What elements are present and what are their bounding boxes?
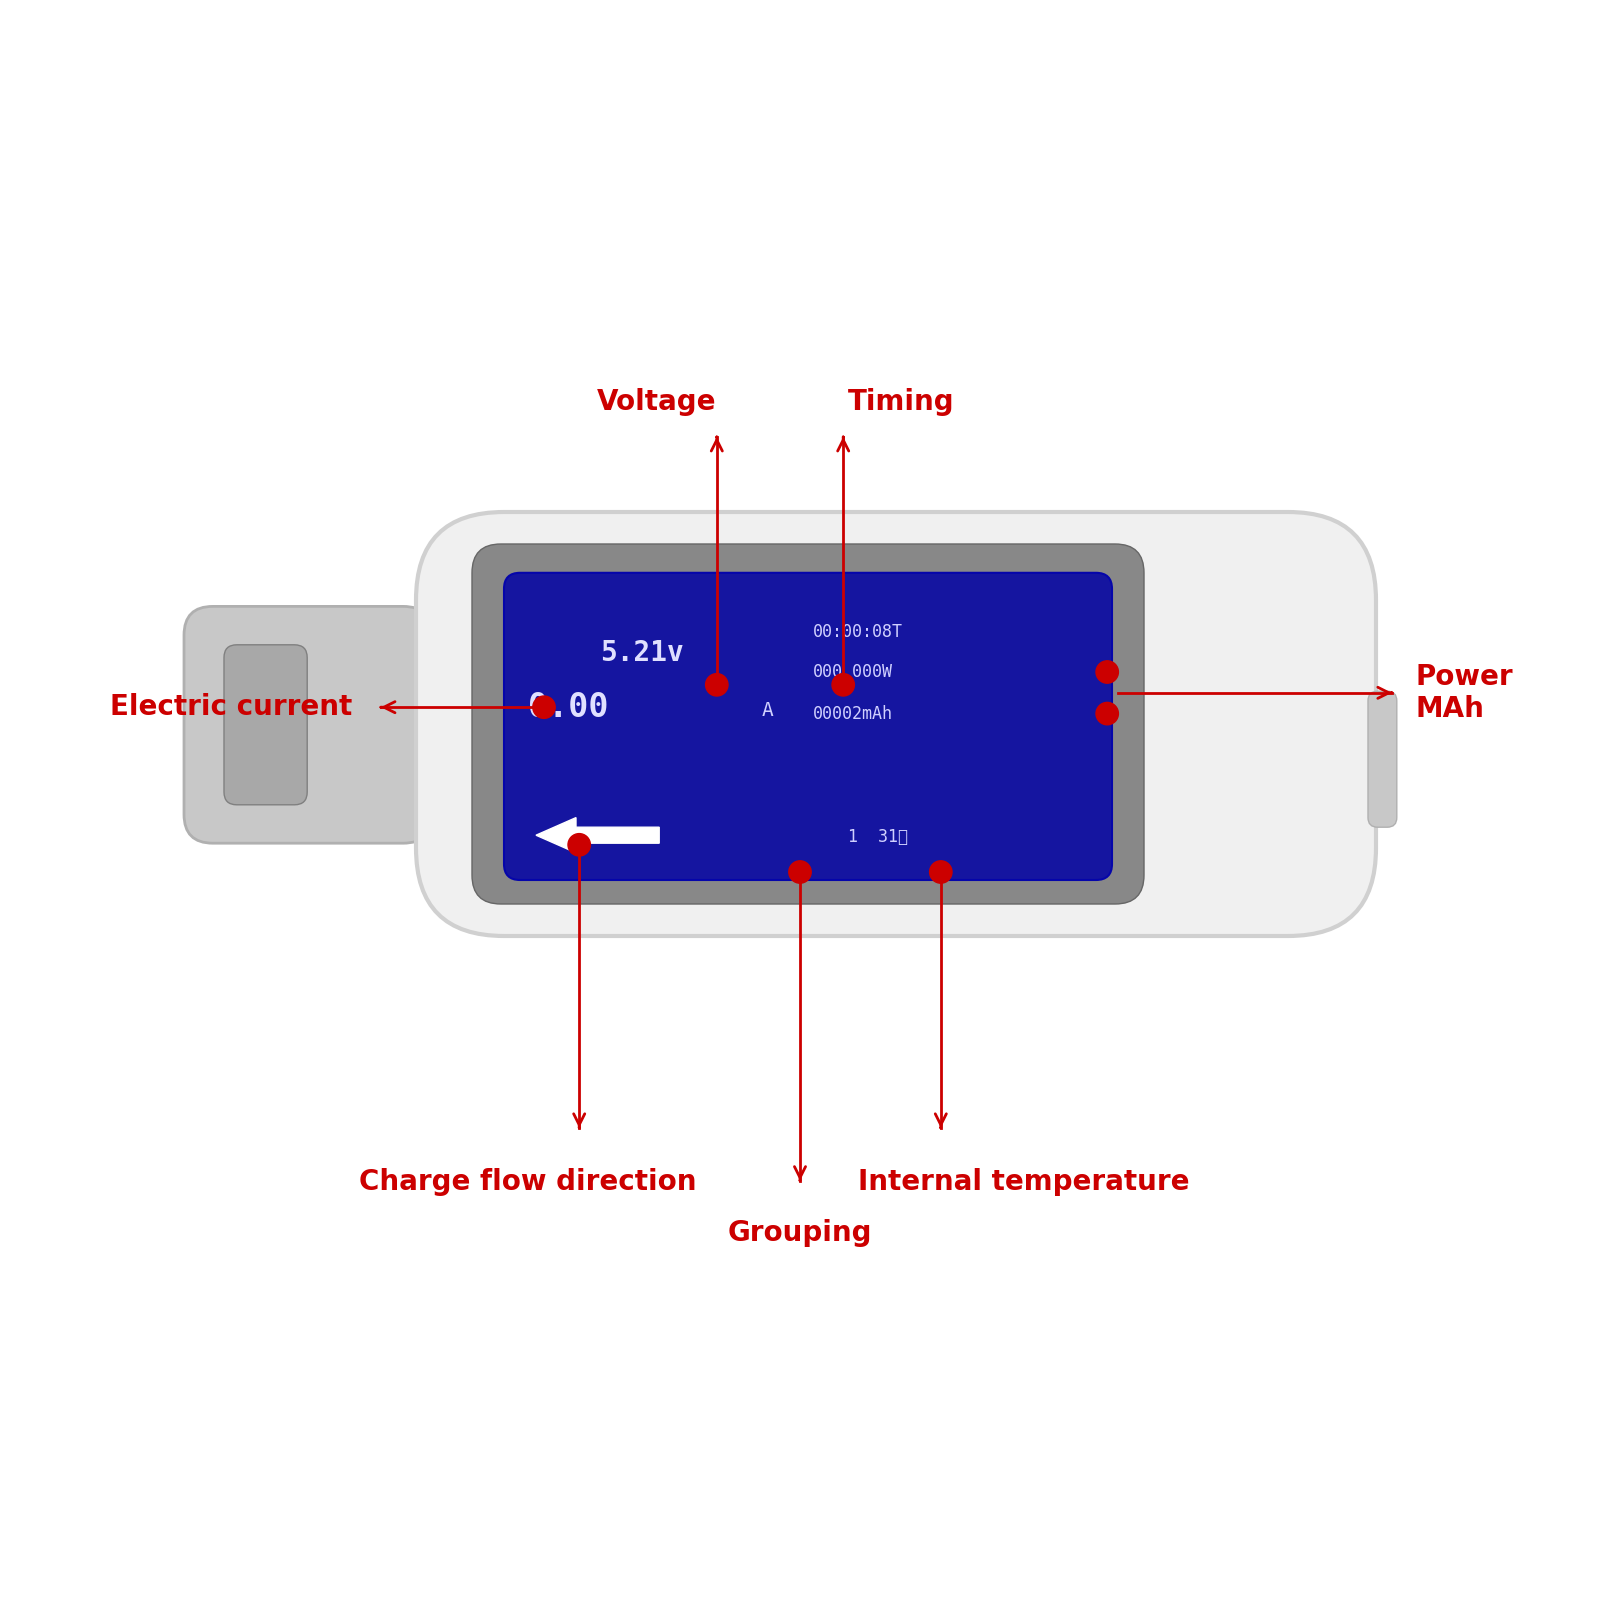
FancyBboxPatch shape <box>1368 691 1397 827</box>
Text: 000.000W: 000.000W <box>813 662 893 682</box>
Text: Charge flow direction: Charge flow direction <box>360 1168 696 1197</box>
Circle shape <box>930 861 952 883</box>
FancyBboxPatch shape <box>224 645 307 805</box>
Text: A: A <box>762 701 773 720</box>
Text: 00002mAh: 00002mAh <box>813 704 893 723</box>
Circle shape <box>832 674 854 696</box>
Circle shape <box>706 674 728 696</box>
Text: 1  31℃: 1 31℃ <box>848 827 909 846</box>
Text: Timing: Timing <box>848 387 955 416</box>
Circle shape <box>1096 661 1118 683</box>
Circle shape <box>789 861 811 883</box>
Text: 0.00: 0.00 <box>528 691 608 723</box>
Text: Power
MAh: Power MAh <box>1416 662 1514 723</box>
Text: 5.21v: 5.21v <box>600 638 683 667</box>
FancyBboxPatch shape <box>472 544 1144 904</box>
Text: 00:00:08T: 00:00:08T <box>813 622 902 642</box>
Text: Electric current: Electric current <box>110 693 352 722</box>
Polygon shape <box>536 818 659 853</box>
Text: Grouping: Grouping <box>728 1219 872 1248</box>
FancyBboxPatch shape <box>504 573 1112 880</box>
FancyBboxPatch shape <box>416 512 1376 936</box>
FancyBboxPatch shape <box>184 606 432 843</box>
Text: Voltage: Voltage <box>597 387 717 416</box>
Text: Internal temperature: Internal temperature <box>858 1168 1190 1197</box>
Circle shape <box>568 834 590 856</box>
Circle shape <box>533 696 555 718</box>
Circle shape <box>1096 702 1118 725</box>
